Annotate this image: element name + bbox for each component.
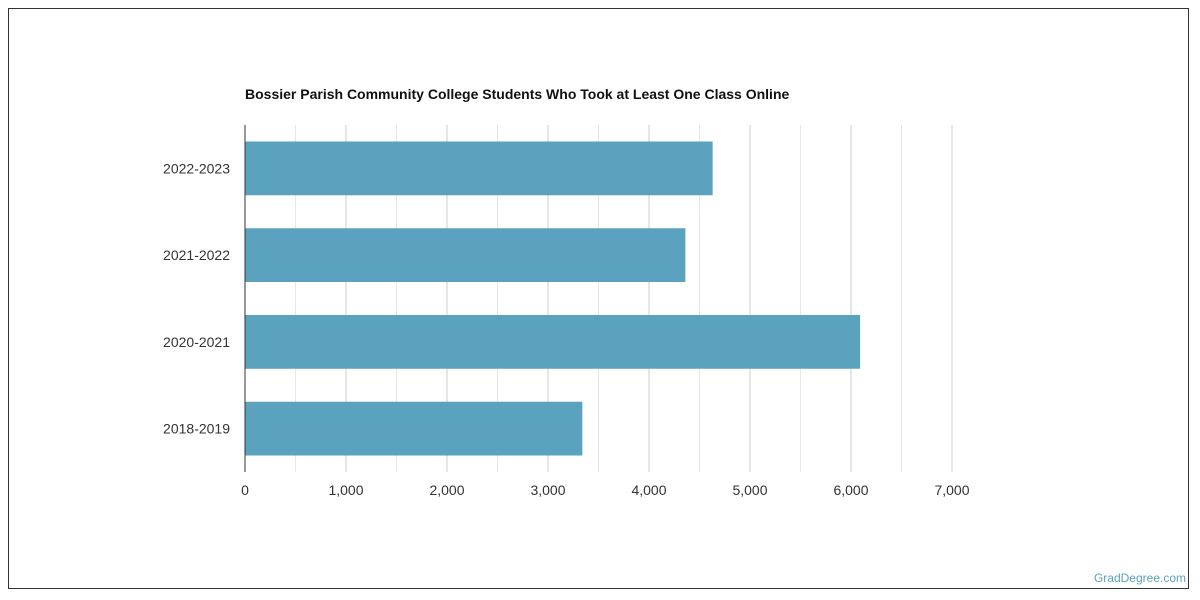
x-tick-label: 1,000 [328,482,363,498]
y-tick-label: 2021-2022 [163,247,230,263]
y-tick-label: 2022-2023 [163,160,230,176]
bar-2021-2022 [245,228,686,283]
watermark-text: GradDegree.com [1093,571,1186,585]
x-tick-label: 5,000 [732,482,767,498]
y-tick-label: 2020-2021 [163,334,230,350]
x-tick-label: 2,000 [429,482,464,498]
x-tick-label: 0 [241,482,249,498]
bar-2018-2019 [245,401,583,456]
x-tick-label: 7,000 [934,482,969,498]
bar-2022-2023 [245,141,713,196]
x-tick-label: 4,000 [631,482,666,498]
x-tick-label: 3,000 [530,482,565,498]
chart-title: Bossier Parish Community College Student… [245,86,790,102]
y-tick-label: 2018-2019 [163,421,230,437]
x-tick-label: 6,000 [833,482,868,498]
bar-2020-2021 [245,314,861,369]
